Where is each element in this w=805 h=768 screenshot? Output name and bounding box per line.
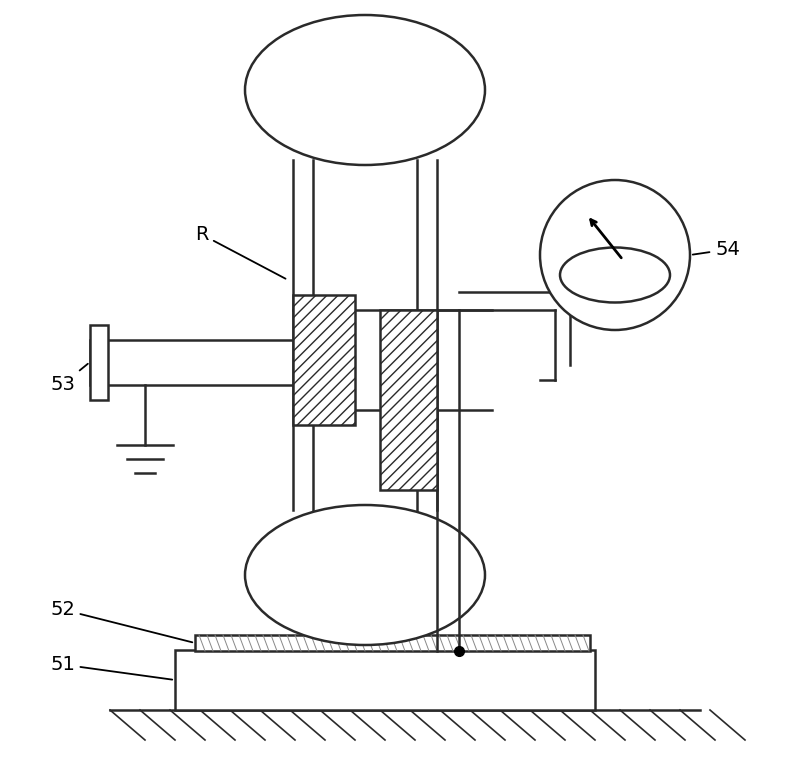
Bar [293, 160, 437, 510]
Bar [195, 635, 590, 651]
Text: 53: 53 [50, 364, 88, 394]
Bar [175, 650, 595, 710]
Ellipse shape [245, 505, 485, 645]
Bar [380, 310, 437, 490]
Text: 54: 54 [693, 240, 740, 259]
Bar [293, 295, 355, 425]
Text: 51: 51 [50, 655, 172, 680]
Text: 52: 52 [50, 600, 192, 642]
Bar [90, 325, 108, 400]
Ellipse shape [560, 247, 670, 303]
Bar [90, 340, 293, 385]
Ellipse shape [245, 15, 485, 165]
Text: R: R [195, 225, 286, 279]
Circle shape [540, 180, 690, 330]
